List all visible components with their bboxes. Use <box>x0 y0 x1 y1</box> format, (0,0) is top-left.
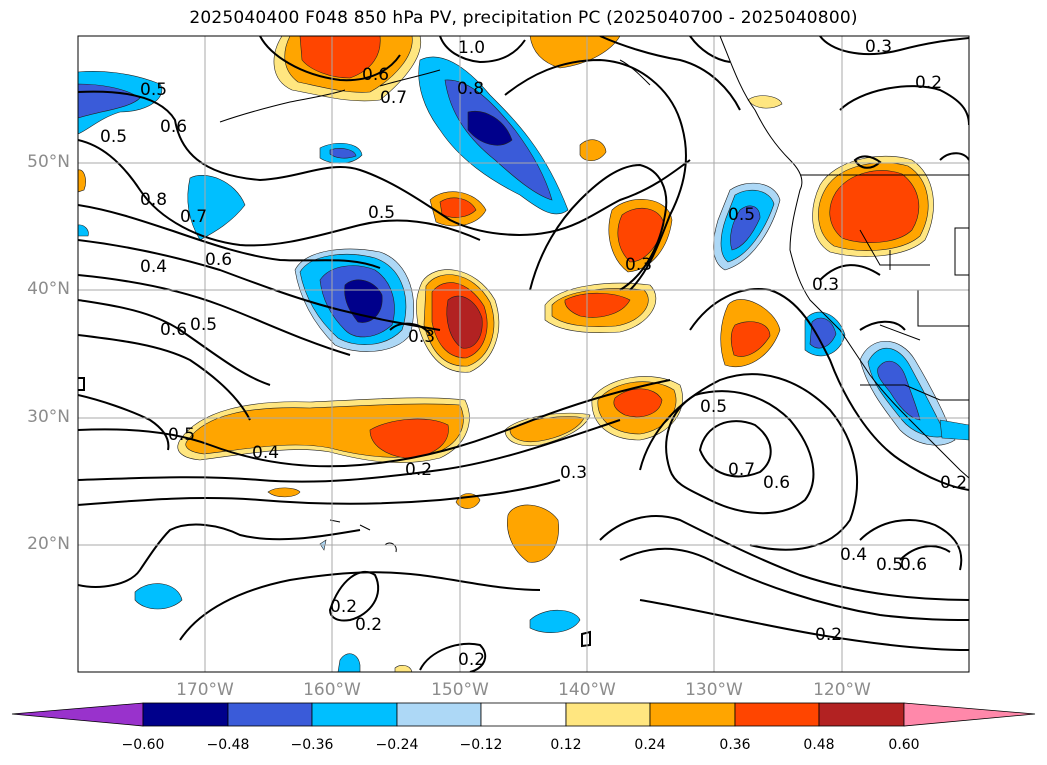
contour-label: 0.2 <box>915 73 942 93</box>
colorbar-tick: −0.12 <box>459 737 503 753</box>
colorbar <box>11 702 1036 727</box>
lon-label: 170°W <box>176 680 234 700</box>
contour-label: 0.3 <box>812 275 839 295</box>
colorbar-bin <box>227 702 313 727</box>
colorbar-bin <box>396 702 482 727</box>
pv-contours <box>78 36 969 672</box>
colorbar-bin <box>142 702 229 727</box>
colorbar-min-extension <box>11 702 144 727</box>
contour-label: 0.2 <box>405 460 432 480</box>
contour-label: 0.6 <box>160 320 187 340</box>
colorbar-tick: −0.60 <box>121 737 165 753</box>
lat-label: 40°N <box>27 279 70 299</box>
colorbar-tick: 0.48 <box>803 737 835 753</box>
contour-label: 0.4 <box>140 257 167 277</box>
lat-label: 50°N <box>27 152 70 172</box>
contour-label: 0.4 <box>840 545 867 565</box>
colorbar-bin <box>734 702 820 727</box>
colorbar-tick: −0.48 <box>206 737 250 753</box>
contour-label: 0.6 <box>900 555 927 575</box>
precip-anomaly-shading <box>78 36 969 672</box>
contour-label: 0.2 <box>355 615 382 635</box>
colorbar-bin <box>311 702 398 727</box>
contour-label: 0.7 <box>728 460 755 480</box>
contour-label: 0.5 <box>728 205 755 225</box>
contour-label: 0.8 <box>457 79 484 99</box>
contour-label: 0.6 <box>362 65 389 85</box>
gridlines <box>78 36 969 672</box>
contour-label: 0.3 <box>865 37 892 57</box>
contour-label: 0.3 <box>408 327 435 347</box>
contour-label: 0.6 <box>205 250 232 270</box>
contour-label: 0.4 <box>252 443 279 463</box>
map-frame <box>77 35 970 673</box>
contour-label: 0.7 <box>380 88 407 108</box>
contour-label: 0.5 <box>100 127 127 147</box>
contour-label: 0.7 <box>180 207 207 227</box>
lat-label: 30°N <box>27 407 70 427</box>
colorbar-tick: 0.24 <box>634 737 666 753</box>
colorbar-tick: −0.24 <box>375 737 419 753</box>
lon-label: 140°W <box>558 680 616 700</box>
lat-label: 20°N <box>27 534 70 554</box>
colorbar-bin <box>818 702 905 727</box>
contour-label: 1.0 <box>458 38 485 58</box>
contour-label: 0.6 <box>763 473 790 493</box>
contour-label: 0.2 <box>458 650 485 670</box>
contour-label: 0.5 <box>876 555 903 575</box>
contour-label: 0.5 <box>190 315 217 335</box>
colorbar-bin <box>565 702 651 727</box>
contour-label: 0.5 <box>168 425 195 445</box>
colorbar-bin <box>649 702 736 727</box>
colorbar-max-extension <box>903 702 1036 727</box>
lon-label: 150°W <box>431 680 489 700</box>
contour-label: 0.2 <box>330 597 357 617</box>
contour-label: 0.2 <box>940 473 967 493</box>
coastlines <box>219 36 969 553</box>
map-title: 2025040400 F048 850 hPa PV, precipitatio… <box>189 8 858 28</box>
colorbar-tick: 0.60 <box>888 737 920 753</box>
colorbar-tick: 0.36 <box>719 737 751 753</box>
contour-label: 0.6 <box>160 117 187 137</box>
colorbar-bin <box>480 702 567 727</box>
contour-label: 0.8 <box>140 190 167 210</box>
contour-label: 0.3 <box>625 255 652 275</box>
contour-label: 0.5 <box>700 397 727 417</box>
contour-label: 0.5 <box>368 203 395 223</box>
contour-label: 0.5 <box>140 80 167 100</box>
contour-label: 0.2 <box>815 625 842 645</box>
lon-label: 160°W <box>303 680 361 700</box>
colorbar-tick: 0.12 <box>550 737 582 753</box>
lon-label: 130°W <box>685 680 743 700</box>
contour-label: 0.3 <box>560 463 587 483</box>
colorbar-tick: −0.36 <box>290 737 334 753</box>
lon-label: 120°W <box>813 680 871 700</box>
